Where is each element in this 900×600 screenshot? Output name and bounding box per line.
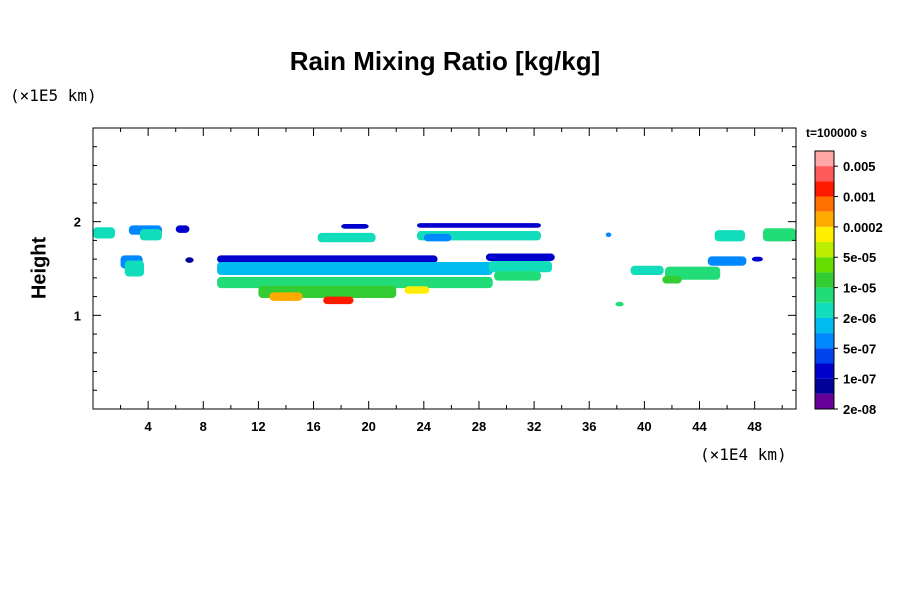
data-cell (662, 275, 682, 284)
plot-frame (92, 127, 797, 410)
data-cell (762, 228, 796, 242)
colorbar-swatch (815, 363, 834, 379)
colorbar-label: 5e-05 (843, 250, 876, 265)
data-cell (217, 261, 493, 276)
colorbar-label: 0.005 (843, 159, 876, 174)
data-cell (751, 256, 763, 262)
x-tick-label: 4 (145, 419, 153, 434)
x-tick-label: 48 (747, 419, 761, 434)
data-cell (404, 286, 430, 294)
data-cell (423, 233, 452, 242)
x-tick-label: 12 (251, 419, 265, 434)
x-tick-label: 40 (637, 419, 651, 434)
colorbar-label: 2e-06 (843, 311, 876, 326)
x-tick-label: 32 (527, 419, 541, 434)
data-cell (341, 224, 369, 229)
x-tick-label: 24 (417, 419, 432, 434)
data-cell (615, 301, 624, 307)
data-cell (714, 230, 745, 242)
colorbar-swatch (815, 287, 834, 303)
colorbar-swatch (815, 257, 834, 273)
data-cell (485, 253, 555, 262)
data-cell (323, 296, 354, 305)
x-tick-label: 8 (200, 419, 207, 434)
colorbar-label: 2e-08 (843, 402, 876, 417)
colorbar-label: 0.001 (843, 190, 876, 205)
colorbar-swatch (815, 211, 834, 227)
x-tick-label: 36 (582, 419, 596, 434)
colorbar-label: 1e-07 (843, 372, 876, 387)
data-cell (269, 292, 303, 301)
colorbar-swatch (815, 166, 834, 182)
y-tick-label: 2 (74, 215, 81, 230)
data-cell (217, 255, 438, 263)
colorbar-swatch (815, 242, 834, 258)
colorbar-swatch (815, 348, 834, 364)
colorbar-swatch (815, 317, 834, 334)
y-axis-unit: (×1E5 km) (10, 86, 97, 105)
data-cell (416, 223, 541, 228)
y-tick-label: 1 (74, 308, 81, 323)
data-cell (630, 265, 664, 276)
data-cell (707, 256, 747, 266)
chart-title: Rain Mixing Ratio [kg/kg] (289, 46, 601, 76)
data-cell (317, 232, 376, 243)
x-tick-label: 16 (306, 419, 320, 434)
colorbar-swatch (815, 378, 834, 394)
colorbar-swatch (815, 302, 834, 318)
colorbar-swatch (815, 226, 834, 243)
time-label: t=100000 s (806, 126, 868, 140)
data-cell (488, 261, 553, 273)
colorbar-swatch (815, 272, 834, 288)
colorbar-swatch (815, 393, 834, 409)
colorbar-label: 0.0002 (843, 220, 883, 235)
colorbar-swatch (815, 151, 834, 167)
colorbar-label: 5e-07 (843, 341, 876, 356)
data-cell (139, 229, 162, 241)
x-axis-unit: (×1E4 km) (700, 445, 787, 464)
colorbar-swatch (815, 196, 834, 212)
data-cell (124, 260, 145, 277)
data-cell (494, 271, 541, 281)
x-tick-label: 20 (361, 419, 375, 434)
colorbar-frame (814, 150, 835, 410)
colorbar-label: 1e-05 (843, 281, 876, 296)
data-cell (605, 232, 612, 238)
colorbar-swatch (815, 333, 834, 349)
data-cell (217, 276, 493, 289)
data-cell (185, 257, 194, 263)
data-cell (175, 225, 190, 233)
data-cell (93, 227, 116, 239)
colorbar-swatch (815, 181, 834, 197)
x-tick-label: 28 (472, 419, 486, 434)
x-tick-label: 44 (692, 419, 707, 434)
